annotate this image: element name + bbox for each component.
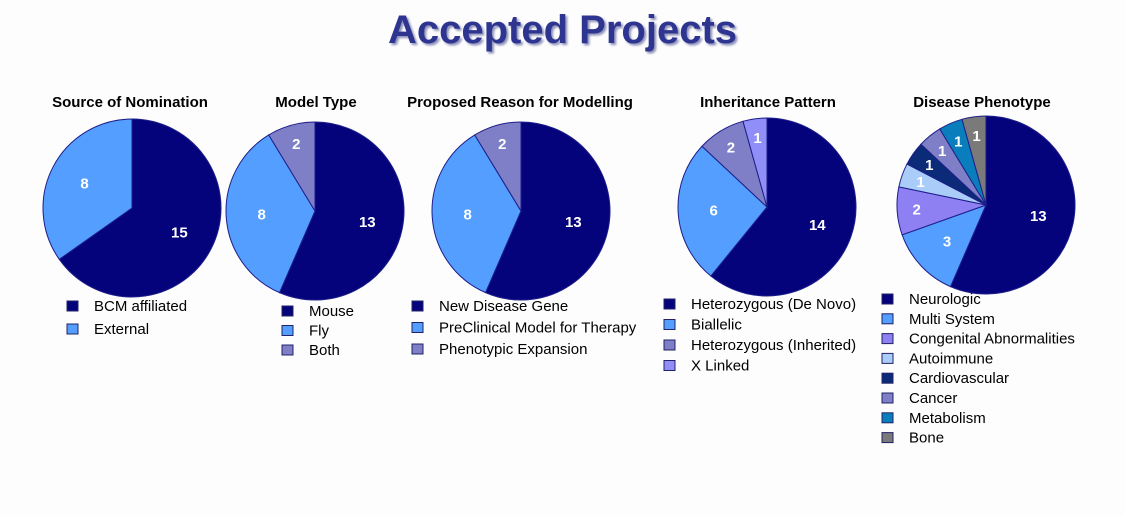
- chart-title-disease-phenotype: Disease Phenotype: [913, 94, 1051, 111]
- legend-swatch-both: [281, 344, 294, 356]
- data-label-neurologic: 13: [1030, 208, 1047, 225]
- data-label-external: 8: [80, 175, 88, 192]
- legend-swatch-cardiovascular: [881, 372, 894, 384]
- legend-swatch-external: [66, 323, 79, 335]
- legend-label-bone: Bone: [909, 430, 944, 447]
- data-label-heterozygous-de-novo: 14: [809, 217, 826, 234]
- legend-label-metabolism: Metabolism: [909, 410, 986, 427]
- legend-label-fly: Fly: [309, 323, 329, 340]
- legend-swatch-neurologic: [881, 293, 894, 305]
- legend-swatch-fly: [281, 325, 294, 336]
- legend-label-heterozygous-inherited: Heterozygous (Inherited): [691, 337, 856, 354]
- data-label-biallelic: 6: [710, 203, 718, 220]
- pie-slice-bone: [961, 115, 987, 206]
- pie-slice-heterozygous-de-novo: [710, 117, 857, 297]
- legend-label-both: Both: [309, 342, 340, 359]
- pie-slice-bcm-affiliated: [58, 118, 222, 298]
- pie-slice-multi-system: [901, 204, 987, 288]
- pie-slice-phenotypic-expansion: [474, 121, 522, 213]
- legend-label-phenotypic-expansion: Phenotypic Expansion: [439, 341, 587, 358]
- legend-label-preclinical-model-for-therapy: PreClinical Model for Therapy: [439, 320, 637, 337]
- legend-label-bcm-affiliated: BCM affiliated: [94, 298, 187, 315]
- chart-title-inheritance-pattern: Inheritance Pattern: [700, 94, 836, 111]
- chart-title-proposed-reason-for-modelling: Proposed Reason for Modelling: [407, 94, 633, 111]
- legend-label-biallelic: Biallelic: [691, 317, 742, 334]
- legend-label-x-linked: X Linked: [691, 358, 749, 375]
- pie-slice-external: [42, 118, 133, 261]
- data-label-autoimmune: 1: [916, 174, 924, 191]
- pie-slice-x-linked: [742, 117, 768, 208]
- legend-swatch-phenotypic-expansion: [411, 343, 424, 355]
- pie-slice-mouse: [278, 121, 405, 301]
- legend-swatch-preclinical-model-for-therapy: [411, 322, 424, 333]
- legend-label-cardiovascular: Cardiovascular: [909, 370, 1009, 387]
- legend-swatch-autoimmune: [881, 352, 894, 364]
- legend-label-mouse: Mouse: [309, 303, 354, 320]
- legend-label-cancer: Cancer: [909, 390, 957, 407]
- data-label-cardiovascular: 1: [925, 157, 933, 174]
- pie-slice-preclinical-model-for-therapy: [431, 134, 522, 294]
- legend-swatch-bcm-affiliated: [66, 300, 79, 312]
- legend-swatch-heterozygous-de-novo: [663, 298, 676, 310]
- legend-swatch-heterozygous-inherited: [663, 339, 676, 351]
- legend-swatch-multi-system: [881, 313, 894, 325]
- data-label-heterozygous-inherited: 2: [727, 140, 735, 157]
- pie-slice-both: [268, 121, 316, 213]
- pie-slice-new-disease-gene: [484, 121, 611, 301]
- data-label-bone: 1: [972, 128, 980, 145]
- legend-label-autoimmune: Autoimmune: [909, 350, 993, 367]
- legend-label-new-disease-gene: New Disease Gene: [439, 298, 568, 315]
- chart-title-model-type: Model Type: [275, 94, 356, 111]
- legend-swatch-x-linked: [663, 360, 676, 371]
- legend-label-multi-system: Multi System: [909, 311, 995, 328]
- legend-swatch-congenital-abnormalities: [881, 333, 894, 345]
- data-label-metabolism: 1: [954, 133, 962, 150]
- legend-swatch-new-disease-gene: [411, 300, 424, 312]
- data-label-mouse: 13: [359, 214, 376, 231]
- data-label-x-linked: 1: [753, 130, 761, 147]
- data-label-both: 2: [292, 136, 300, 153]
- page-title: Accepted Projects: [387, 8, 738, 52]
- data-label-cancer: 1: [938, 143, 946, 160]
- legend-label-heterozygous-de-novo: Heterozygous (De Novo): [691, 296, 856, 313]
- legend-label-external: External: [94, 321, 149, 338]
- legend-label-neurologic: Neurologic: [909, 291, 981, 308]
- data-label-bcm-affiliated: 15: [171, 225, 188, 242]
- legend-swatch-cancer: [881, 392, 894, 404]
- pie-slice-biallelic: [677, 145, 768, 277]
- data-label-new-disease-gene: 13: [565, 214, 582, 231]
- data-label-multi-system: 3: [943, 233, 951, 250]
- data-label-phenotypic-expansion: 2: [498, 136, 506, 153]
- chart-title-source-of-nomination: Source of Nomination: [52, 94, 208, 111]
- legend-label-congenital-abnormalities: Congenital Abnormalities: [909, 331, 1075, 348]
- pie-slice-neurologic: [949, 115, 1076, 295]
- legend-swatch-biallelic: [663, 319, 676, 330]
- data-label-fly: 8: [258, 207, 266, 224]
- pie-slice-fly: [225, 134, 316, 294]
- legend-swatch-mouse: [281, 305, 294, 317]
- data-label-preclinical-model-for-therapy: 8: [464, 207, 472, 224]
- legend-swatch-metabolism: [881, 412, 894, 424]
- data-label-congenital-abnormalities: 2: [913, 202, 921, 219]
- legend-swatch-bone: [881, 432, 894, 444]
